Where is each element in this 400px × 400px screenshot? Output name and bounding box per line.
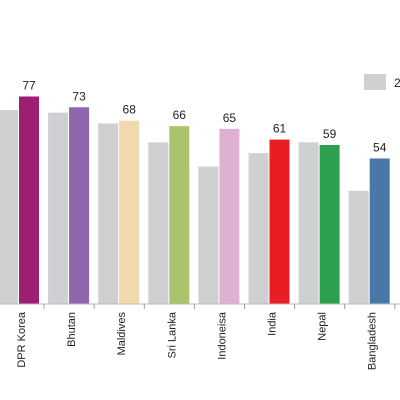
data-label-7: 54: [373, 140, 387, 154]
category-label-3: Sri Lanka: [166, 311, 178, 358]
category-label-0: DPR Korea: [16, 311, 28, 368]
data-label-2: 68: [123, 103, 137, 117]
category-label-6: Nepal: [317, 312, 329, 341]
legend-swatch: [364, 74, 386, 90]
bar-value-0: [19, 96, 39, 304]
category-label-5: India: [267, 311, 279, 336]
bar-value-2: [119, 120, 140, 305]
bar-comparison-1: [48, 112, 69, 304]
category-label-1: Bhutan: [66, 312, 78, 347]
bar-comparison-0: [0, 109, 18, 305]
bar-value-4: [219, 128, 240, 304]
category-label-2: Maldives: [116, 312, 128, 356]
bar-value-7: [369, 158, 390, 304]
bar-comparison-6: [298, 142, 319, 304]
data-label-3: 66: [173, 108, 187, 122]
bar-value-5: [269, 139, 290, 304]
bar-comparison-5: [248, 153, 269, 304]
data-label-0: 77: [22, 78, 36, 92]
legend-label: 2: [394, 76, 400, 90]
category-label-4: Indoneisa: [216, 311, 228, 360]
legend: 2: [364, 74, 400, 90]
bar-value-3: [169, 126, 190, 304]
x-ticks-group: DPR Korea Bhutan Maldives Sri Lanka Indoneis…: [16, 304, 396, 370]
bar-comparison-7: [348, 190, 369, 304]
data-label-6: 59: [323, 127, 337, 141]
data-label-4: 65: [223, 111, 237, 125]
bar-value-1: [69, 107, 90, 304]
data-label-5: 61: [273, 122, 287, 136]
category-label-7: Bangladesh: [367, 312, 379, 370]
bar-comparison-4: [198, 166, 219, 304]
labels-group: 77 73 68 66 65 61 59 54: [22, 78, 386, 154]
bars-group: [0, 96, 390, 305]
bar-comparison-2: [98, 123, 119, 304]
bar-value-6: [319, 144, 340, 304]
data-label-1: 73: [72, 89, 86, 103]
bar-comparison-3: [148, 142, 169, 304]
